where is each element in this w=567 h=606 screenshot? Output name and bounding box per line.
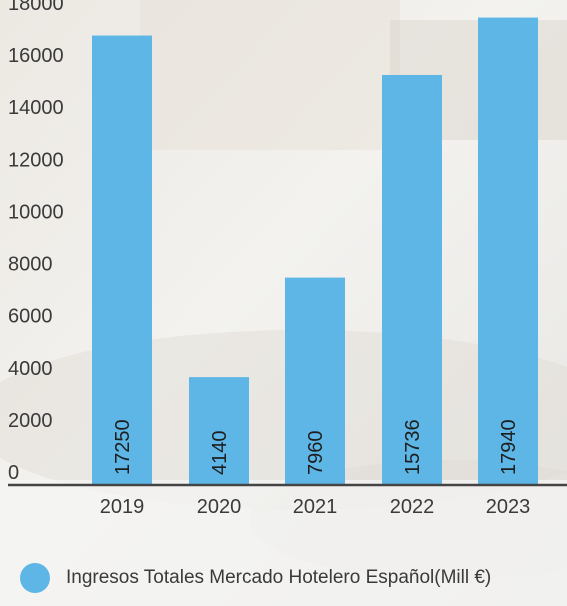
bar-2023 [478, 17, 538, 486]
x-tick-label-2022: 2022 [390, 496, 435, 518]
data-labels: 17250 4140 7960 15736 17940 [112, 419, 520, 475]
x-tick-label-2021: 2021 [293, 496, 338, 518]
y-tick-label: 8000 [8, 254, 53, 276]
legend: Ingresos Totales Mercado Hotelero Españo… [20, 561, 491, 595]
bar-2020 [189, 377, 249, 485]
bar-2021 [285, 277, 345, 485]
legend-label: Ingresos Totales Mercado Hotelero Españo… [66, 567, 492, 588]
y-tick-label: 16000 [8, 45, 64, 67]
bar-2022 [382, 74, 442, 485]
y-axis-ticks: 0 2000 4000 6000 8000 10000 12000 14000 16000 180… [8, 0, 64, 484]
y-tick-label: 2000 [8, 410, 53, 432]
data-label-2023: 17940 [498, 419, 520, 475]
y-tick-label: 0 [8, 462, 19, 484]
y-tick-label: 12000 [8, 149, 64, 171]
y-tick-label: 14000 [8, 97, 64, 119]
bar-series [92, 17, 538, 486]
legend-marker [20, 563, 50, 593]
bar-2019 [92, 35, 152, 486]
data-label-2019: 17250 [112, 419, 134, 475]
x-axis-labels: 2019 2020 2021 2022 2023 [100, 496, 531, 518]
x-tick-label-2023: 2023 [486, 496, 531, 518]
y-tick-label: 4000 [8, 358, 53, 380]
data-label-2021: 7960 [305, 431, 327, 476]
y-tick-label: 6000 [8, 306, 53, 328]
x-tick-label-2019: 2019 [100, 496, 145, 518]
data-label-2022: 15736 [402, 419, 424, 475]
x-tick-label-2020: 2020 [197, 496, 242, 518]
y-tick-label: 18000 [8, 0, 64, 15]
y-tick-label: 10000 [8, 201, 64, 223]
data-label-2020: 4140 [209, 431, 231, 476]
